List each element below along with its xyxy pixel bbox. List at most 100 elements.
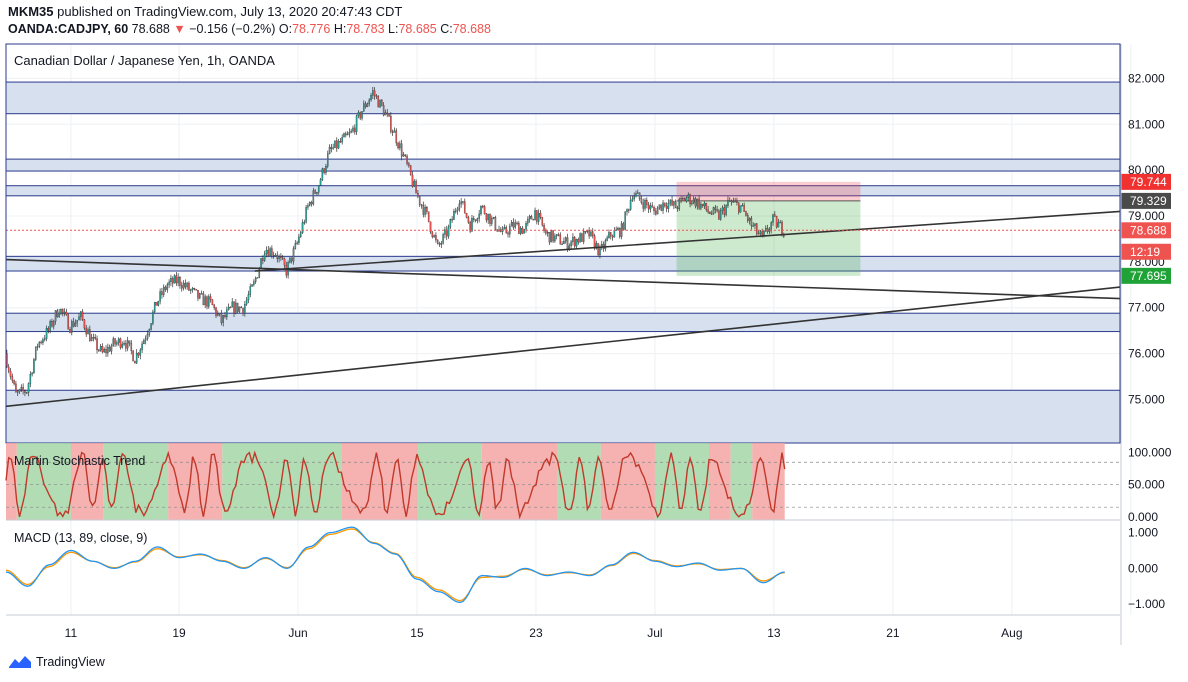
candle-body	[245, 299, 248, 305]
candle-body	[561, 243, 563, 246]
candle-body	[759, 231, 762, 234]
price-label-text: 12:19	[1130, 245, 1160, 259]
price-label-box	[1121, 173, 1171, 190]
candle-body	[554, 235, 556, 242]
stoch-line	[5, 450, 786, 520]
candle-body	[435, 235, 437, 241]
candle-body	[411, 174, 414, 187]
candle-body	[108, 347, 111, 352]
candle-body	[523, 229, 526, 234]
brand-label: TradingView	[36, 655, 105, 669]
candle-body	[317, 185, 320, 193]
candle-body	[363, 103, 365, 112]
candle-body	[298, 236, 300, 243]
candle-body	[382, 105, 385, 116]
candle-body	[611, 235, 614, 238]
candle-body	[289, 257, 291, 263]
y-tick-label: 75.000	[1128, 392, 1165, 406]
candle-body	[7, 366, 10, 372]
x-tick-label: Jul	[647, 626, 662, 640]
candle-body	[58, 312, 60, 318]
candle-body	[94, 337, 97, 339]
candle-body	[206, 296, 208, 307]
main-chart-title: Canadian Dollar / Japanese Yen, 1h, OAND…	[14, 53, 275, 68]
candle-body	[355, 115, 358, 133]
candle-body	[80, 311, 82, 317]
x-tick-label: 13	[767, 626, 781, 640]
candle-body	[683, 198, 686, 202]
candle-body	[276, 254, 279, 260]
candle-body	[476, 218, 479, 221]
symbol-label[interactable]: OANDA:CADJPY, 60	[8, 22, 129, 36]
candle-body	[328, 146, 331, 155]
candle-body	[343, 133, 345, 138]
candle-body	[150, 323, 152, 330]
trend-line	[6, 258, 1120, 300]
candle-body	[87, 329, 89, 335]
candle-body	[716, 209, 718, 212]
candle-body	[635, 193, 637, 197]
candle-body	[646, 200, 648, 205]
candle-body	[179, 276, 181, 286]
candle-body	[692, 198, 695, 204]
candle-body	[153, 301, 156, 313]
candle-body	[390, 115, 392, 132]
candle-body	[43, 338, 46, 340]
candle-body	[27, 383, 30, 393]
candle-body	[775, 216, 778, 228]
candle-body	[454, 210, 457, 213]
candle-body	[301, 222, 304, 233]
x-tick-label: 23	[529, 626, 543, 640]
candle-body	[503, 227, 506, 230]
tradingview-brand[interactable]: TradingView	[8, 655, 105, 669]
y-tick-label: 79.000	[1128, 209, 1165, 223]
candle-body	[445, 229, 448, 237]
candle-body	[9, 370, 12, 377]
candle-body	[180, 285, 183, 289]
price-label-text: 78.688	[1130, 223, 1167, 237]
trend-line	[254, 210, 1120, 272]
publisher-name[interactable]: MKM35	[8, 4, 54, 19]
candle-body	[582, 231, 585, 242]
candle-body	[305, 207, 307, 223]
candle-body	[543, 224, 545, 231]
candle-body	[564, 237, 567, 242]
candle-body	[281, 257, 284, 260]
candle-body	[629, 200, 632, 210]
candle-body	[626, 209, 628, 212]
candle-body	[359, 112, 361, 119]
candle-body	[209, 296, 212, 300]
candle-body	[262, 258, 264, 261]
candle-body	[462, 201, 464, 203]
candle-body	[195, 288, 197, 291]
candle-body	[703, 202, 706, 207]
candle-body	[728, 200, 731, 202]
candle-body	[135, 352, 138, 364]
candle-body	[487, 213, 489, 221]
sr-zone	[6, 81, 1120, 115]
candle-body	[54, 310, 57, 322]
candle-body	[438, 243, 441, 245]
candle-body	[141, 343, 143, 351]
candle-body	[38, 341, 41, 347]
candle-body	[494, 217, 497, 230]
candle-body	[757, 233, 760, 235]
candle-body	[296, 242, 298, 244]
candle-body	[314, 190, 316, 194]
candle-body	[761, 231, 763, 236]
candle-body	[516, 222, 518, 225]
candle-body	[20, 386, 23, 390]
candle-body	[74, 322, 77, 327]
candle-body	[186, 282, 188, 288]
y-tick-label: 81.000	[1128, 117, 1165, 131]
candle-body	[215, 307, 217, 316]
candle-body	[139, 349, 142, 356]
y-tick-label: 80.000	[1128, 163, 1165, 177]
candle-body	[352, 127, 354, 132]
candle-body	[406, 155, 408, 164]
candle-body	[126, 340, 129, 349]
candle-body	[339, 141, 342, 143]
high-label: H:	[333, 22, 347, 36]
candle-body	[107, 347, 109, 354]
